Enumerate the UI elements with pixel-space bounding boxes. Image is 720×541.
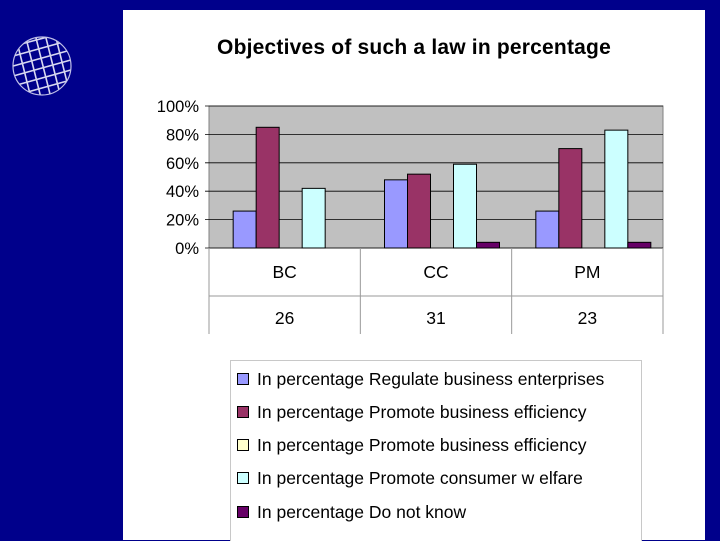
bar [384,179,408,249]
legend-label: In percentage Promote consumer w elfare [257,467,583,488]
legend-item: In percentage Regulate business enterpri… [237,368,604,390]
y-tick-label: 60% [166,155,199,173]
legend-item: In percentage Do not know [237,501,466,523]
legend-item: In percentage Promote business efficienc… [237,401,586,423]
bar [535,210,560,249]
bar [558,148,583,249]
chart-panel: Objectives of such a law in percentage 1… [123,10,705,541]
legend-label: In percentage Promote business efficienc… [257,401,587,422]
category-label: CC [423,262,448,282]
y-tick-label: 80% [166,126,199,144]
legend-label: In percentage Promote business efficienc… [257,434,587,455]
legend-item: In percentage Promote consumer w elfare [237,467,583,489]
bar [476,241,500,249]
chart-legend: In percentage Regulate business enterpri… [230,360,642,541]
legend-swatch [237,472,249,484]
bar [604,129,629,249]
legend-swatch [237,373,249,385]
y-tick-label: 100% [157,98,200,116]
legend-swatch [237,439,249,451]
bar [453,163,477,249]
globe-logo-icon [12,36,72,96]
plot-area [208,105,664,249]
table-value: 26 [275,308,294,328]
legend-label: In percentage Do not know [257,501,467,522]
bar [407,173,431,249]
chart-title: Objectives of such a law in percentage [217,36,611,59]
bar-chart: 100% 80% 60% 40% 20% 0% BC 26 CC 31 PM 23 [157,98,664,334]
bar [255,126,280,249]
y-tick-label: 20% [166,212,199,230]
category-label: BC [273,262,297,282]
category-label: PM [574,262,600,282]
bar [232,210,257,249]
y-tick-label: 40% [166,183,199,201]
bar [627,241,652,249]
y-tick-label: 0% [175,240,199,258]
legend-swatch [237,406,249,418]
table-value: 31 [426,308,445,328]
legend-item: In percentage Promote business efficienc… [237,434,586,456]
table-value: 23 [578,308,597,328]
legend-label: In percentage Regulate business enterpri… [257,368,605,389]
legend-swatch [237,506,249,518]
bar [301,187,326,249]
